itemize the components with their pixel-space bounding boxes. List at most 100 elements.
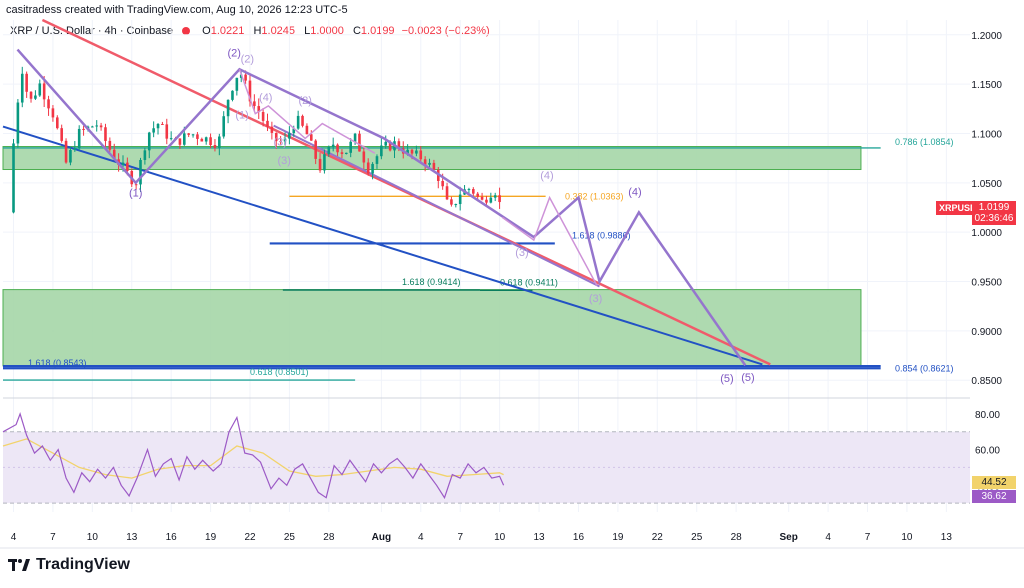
candle-body [99, 125, 103, 128]
time-axis-label: 16 [573, 532, 585, 543]
candle-body [69, 150, 72, 163]
price-axis-label: 0.9500 [971, 278, 1002, 289]
candle-body [16, 102, 20, 144]
close-value: 1.0199 [360, 25, 395, 37]
symbol-legend: XRP / U.S. Dollar · 4h · Coinbase O1.022… [10, 25, 490, 37]
candle-body [270, 126, 274, 133]
candle-body [112, 149, 116, 160]
high-value: 1.0245 [261, 25, 296, 37]
candle-body [244, 74, 247, 81]
candle-body [29, 91, 33, 99]
time-axis-label: 4 [418, 532, 424, 543]
wave-label: (2) [241, 53, 254, 65]
price-axis-label: 1.0000 [971, 228, 1002, 239]
candle-body [388, 141, 392, 151]
candle-body [77, 128, 81, 149]
time-axis-label: 16 [166, 532, 178, 543]
candle-body [441, 180, 444, 187]
wave-label: (5) [720, 373, 733, 385]
symbol-title[interactable]: XRP / U.S. Dollar · 4h · Coinbase [10, 25, 174, 37]
time-axis-label: 22 [652, 532, 664, 543]
wave-label: (1) [235, 110, 248, 122]
candle-body [489, 197, 493, 203]
rsi-axis-label: 60.00 [975, 446, 1000, 457]
wave-label: (4) [540, 170, 553, 182]
candle-body [292, 128, 296, 134]
candle-body [458, 194, 462, 205]
open-label: O [202, 25, 211, 37]
candle-body [274, 132, 278, 142]
time-axis-label: 22 [244, 532, 256, 543]
rsi-badge: 36.62 [972, 490, 1016, 503]
candle-body [257, 106, 261, 113]
candle-body [331, 144, 335, 147]
fib-level-label: 0.786 (1.0854) [895, 137, 954, 147]
time-axis-label: 13 [126, 532, 138, 543]
fib-level-label: 1.618 (0.8543) [28, 358, 87, 368]
candle-body [371, 163, 374, 174]
candle-body [231, 90, 234, 100]
time-axis-label: 7 [457, 532, 463, 543]
candle-body [82, 128, 85, 130]
rsi-line [2, 412, 505, 500]
waves-layer [16, 48, 747, 367]
time-axis-label: 7 [865, 532, 871, 543]
time-axis-label: 25 [691, 532, 703, 543]
wave-label: (4) [259, 92, 272, 104]
candle-body [235, 77, 239, 91]
candle-body [454, 204, 458, 206]
time-axis-label: 7 [50, 532, 56, 543]
candle-body [309, 134, 313, 141]
candle-body [296, 115, 300, 129]
candle-body [406, 149, 409, 154]
candle-body [305, 125, 309, 135]
elliott-wave-alternate [501, 195, 598, 286]
candle-body [493, 195, 497, 198]
candle-body [288, 133, 291, 139]
last-price: 1.0199 [978, 202, 1010, 213]
price-axis-label: 1.1000 [971, 129, 1002, 140]
candle-body [423, 159, 427, 165]
candle-body [143, 150, 147, 160]
candle-body [428, 162, 431, 165]
fib-level-label: 0.618 (0.9411) [500, 277, 558, 287]
candle-body [327, 146, 331, 155]
candle-body [64, 140, 68, 163]
candle-body [345, 152, 348, 154]
candle-body [353, 133, 357, 142]
candle-body [253, 101, 256, 107]
time-axis-label: 10 [87, 532, 99, 543]
last-price-badge: 1.0199 02:36:46 [972, 201, 1016, 225]
candle-body [42, 83, 46, 100]
tradingview-branding[interactable]: TradingView [8, 556, 130, 574]
candle-body [336, 144, 339, 153]
candle-body [323, 154, 326, 171]
candle-body [467, 189, 471, 191]
candle-body [419, 150, 423, 160]
candle-body [91, 126, 94, 128]
time-axis-label: 4 [825, 532, 831, 543]
candle-body [314, 140, 317, 159]
candle-body [349, 141, 353, 153]
time-axis-label: 25 [284, 532, 296, 543]
candle-body [450, 199, 453, 205]
wave-label: (3) [277, 155, 290, 167]
candle-body [108, 140, 112, 150]
candle-body [204, 137, 208, 142]
wave-label: (3) [515, 247, 528, 259]
price-axis-label: 1.1500 [971, 80, 1002, 91]
bar-countdown: 02:36:46 [974, 213, 1014, 224]
rsi-ma-line [2, 438, 504, 479]
wave-label: (2) [298, 95, 311, 107]
candle-body [485, 199, 488, 203]
fib-level-label: 0.854 (0.8621) [895, 363, 954, 373]
rsi-axis-label: 80.00 [975, 410, 1000, 421]
time-axis-label: 10 [901, 532, 913, 543]
chart-grid [3, 20, 970, 512]
candle-body [73, 148, 77, 151]
candle-body [12, 143, 15, 213]
candle-body [200, 138, 204, 142]
close-label: C [352, 25, 361, 37]
